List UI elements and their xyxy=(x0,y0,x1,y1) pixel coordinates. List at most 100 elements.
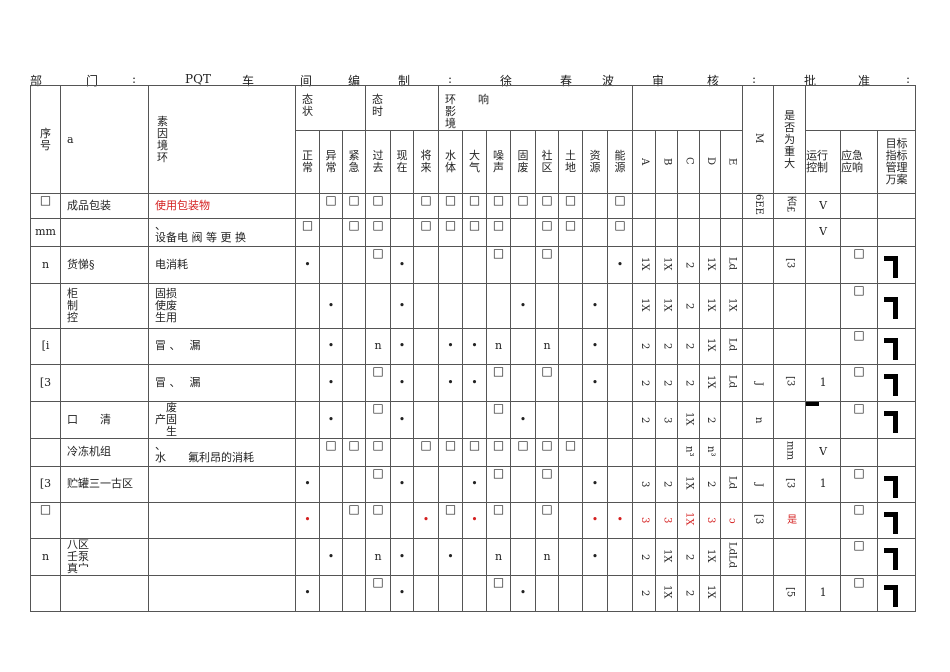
cell-value: [3 xyxy=(784,258,796,269)
cell-value: 1X xyxy=(639,297,650,312)
cell-emergency: □ xyxy=(342,501,366,539)
cell-a: 2 xyxy=(632,363,656,402)
bracket-mark-icon xyxy=(884,374,899,397)
header-d-label: D xyxy=(705,156,716,165)
cell-b xyxy=(655,437,678,467)
cell-seq: [3 xyxy=(30,363,61,402)
cell-future xyxy=(413,400,439,439)
cell-d: 1X xyxy=(699,574,721,612)
cell-water xyxy=(438,245,463,284)
cell-value: [5 xyxy=(784,586,796,598)
header-emergency: 应急 应响 xyxy=(840,130,879,194)
cell-air: □ xyxy=(462,217,487,247)
cell-community xyxy=(535,400,559,439)
cell-factor: 固损 使废 生用 xyxy=(148,282,296,329)
header-air: 大 气 xyxy=(462,130,487,194)
cell-land: □ xyxy=(558,437,583,467)
cell-control xyxy=(805,282,842,329)
cell-a xyxy=(632,217,656,247)
bracket-mark-icon xyxy=(884,411,899,434)
cell-land: □ xyxy=(558,217,583,247)
header-normal: 正 常 xyxy=(295,130,320,194)
cell-emergency xyxy=(342,363,366,402)
cell-value: 1X xyxy=(661,548,673,563)
cell-water xyxy=(438,574,463,612)
cell-past: n xyxy=(365,537,391,576)
cell-target xyxy=(877,245,917,284)
compiler-label: 编 xyxy=(348,74,361,88)
cell-abnormal: • xyxy=(319,282,343,329)
dept-value-3: 间 xyxy=(300,74,313,88)
colon: : xyxy=(132,72,137,86)
cell-present: • xyxy=(390,574,414,612)
cell-factor: 冒 、 漏 xyxy=(148,327,296,365)
dept-label: 部 xyxy=(30,74,43,88)
cell-past: □ xyxy=(365,217,391,247)
cell-major: [3 xyxy=(773,245,807,284)
header-a: A xyxy=(632,130,656,194)
bracket-mark-icon xyxy=(884,256,899,279)
cell-past: □ xyxy=(365,400,391,439)
cell-control: V xyxy=(805,193,842,219)
cell-a: 2 xyxy=(632,537,656,576)
bracket-mark-icon xyxy=(884,337,899,360)
cell-value: 2 xyxy=(683,553,695,560)
cell-present xyxy=(390,437,414,467)
cell-normal: □ xyxy=(295,217,320,247)
cell-d: 1X xyxy=(699,537,721,576)
cell-value: 2 xyxy=(639,343,650,350)
cell-water xyxy=(438,465,463,503)
cell-e: Ld xyxy=(719,465,744,503)
header-line: 部 门 : PQT 车 间 编 制 : 徐 春 波 审 核 : 批 准 : xyxy=(30,72,916,88)
table-row: □ • □ □ • □ • □ □ • • 3 3 1X 3 ɔ [3 是 □ xyxy=(30,501,917,539)
header-time: 态 时 xyxy=(365,85,439,131)
cell-value: 2 xyxy=(683,343,695,350)
cell-water: □ xyxy=(438,501,463,539)
cell-value: 3 xyxy=(705,517,716,524)
header-solid-waste: 固 废 xyxy=(510,130,536,194)
cell-solid-waste xyxy=(510,327,536,365)
cell-target xyxy=(877,537,917,576)
cell-value: J xyxy=(753,381,765,386)
cell-value: 2 xyxy=(705,416,716,423)
cell-solid-waste xyxy=(510,465,536,503)
cell-emergency xyxy=(840,437,879,467)
cell-air: □ xyxy=(462,437,487,467)
cell-land xyxy=(558,363,583,402)
dept-label-2: 门 xyxy=(86,74,99,88)
cell-normal: • xyxy=(295,574,320,612)
cell-factor: 冒 、 漏 xyxy=(148,363,296,402)
cell-energy xyxy=(607,327,633,365)
cell-control: 1 xyxy=(805,574,842,612)
cell-present: • xyxy=(390,363,414,402)
cell-noise: n xyxy=(486,327,511,365)
cell-water: □ xyxy=(438,437,463,467)
header-m-label: M xyxy=(753,132,765,144)
cell-value: 2 xyxy=(639,553,650,560)
cell-c: 2 xyxy=(677,363,700,402)
cell-water: • xyxy=(438,363,463,402)
cell-value: LdLd xyxy=(726,542,738,569)
cell-b: 3 xyxy=(655,501,678,539)
cell-abnormal xyxy=(319,501,343,539)
cell-m: J xyxy=(742,363,775,402)
cell-resource: • xyxy=(582,282,608,329)
cell-solid-waste: • xyxy=(510,574,536,612)
cell-c xyxy=(677,193,700,219)
header-target: 目标 指标 管理 万案 xyxy=(877,130,917,194)
cell-item: 冷冻机组 xyxy=(60,437,149,467)
cell-d: 1X xyxy=(699,327,721,365)
cell-past: □ xyxy=(365,437,391,467)
table-row: 冷冻机组、 水 氟利昂的消耗 □ □ □ □ □ □ □ □ □ □ n³ n³ mm V xyxy=(30,437,917,467)
cell-emergency: □ xyxy=(840,363,879,402)
cell-m xyxy=(742,437,775,467)
cell-air: □ xyxy=(462,193,487,219)
cell-value: 1X xyxy=(705,256,716,271)
cell-past: □ xyxy=(365,363,391,402)
cell-energy xyxy=(607,574,633,612)
cell-m xyxy=(742,282,775,329)
cell-community: □ xyxy=(535,245,559,284)
cell-item: 八区 壬泵 真宀 xyxy=(60,537,149,576)
cell-factor: 、 设备电 阀 等 更 换 xyxy=(148,217,296,247)
header-c-label: C xyxy=(683,157,695,165)
